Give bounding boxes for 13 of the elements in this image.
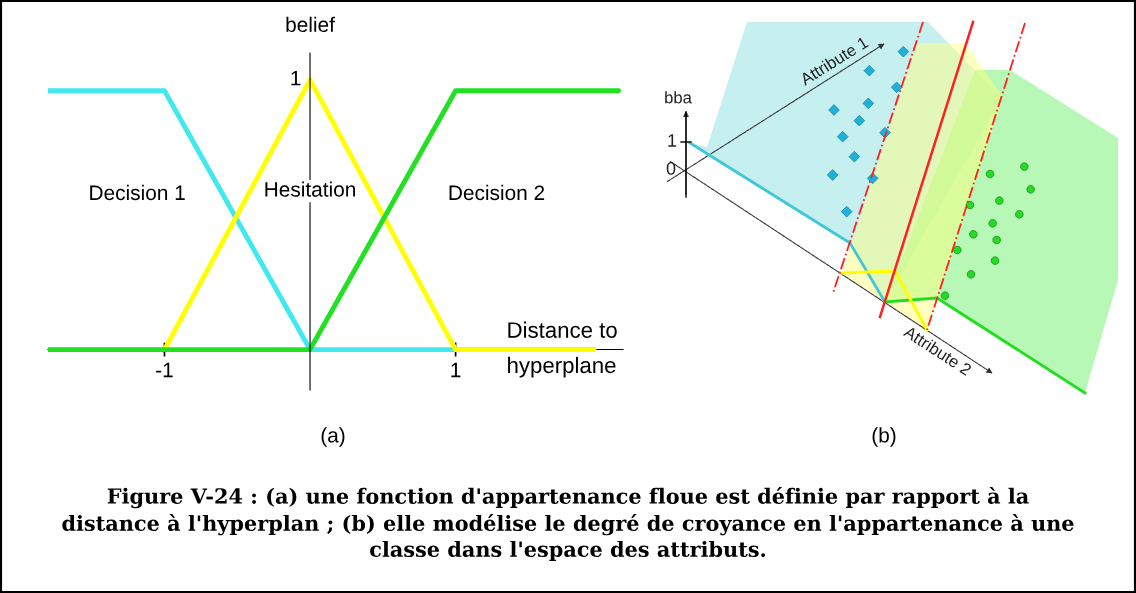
text: Figure V-24 : (a) une fonction d'appartenance floue est définie par rapport à la distance à l'hyperplan ; (b) elle modélise le degré de croyance en l'appartenance à une classe dans l'espace des attributs. bbox=[62, 486, 1074, 562]
text: (b) bbox=[872, 427, 896, 447]
text: 1 bbox=[668, 134, 677, 147]
text: bba bbox=[665, 91, 692, 104]
y-axis-title: belief bbox=[286, 16, 335, 33]
annotation: Hesitation bbox=[265, 181, 355, 197]
text: 0 bbox=[666, 162, 676, 175]
x-tick-label: -1 bbox=[156, 362, 173, 378]
text: (a) bbox=[321, 427, 345, 447]
annotation: 1 bbox=[291, 71, 301, 86]
x-axis-title: Distance to hyperplane bbox=[508, 321, 617, 378]
annotation: Decision 1 bbox=[90, 184, 185, 201]
annotation: Decision 2 bbox=[449, 184, 545, 201]
